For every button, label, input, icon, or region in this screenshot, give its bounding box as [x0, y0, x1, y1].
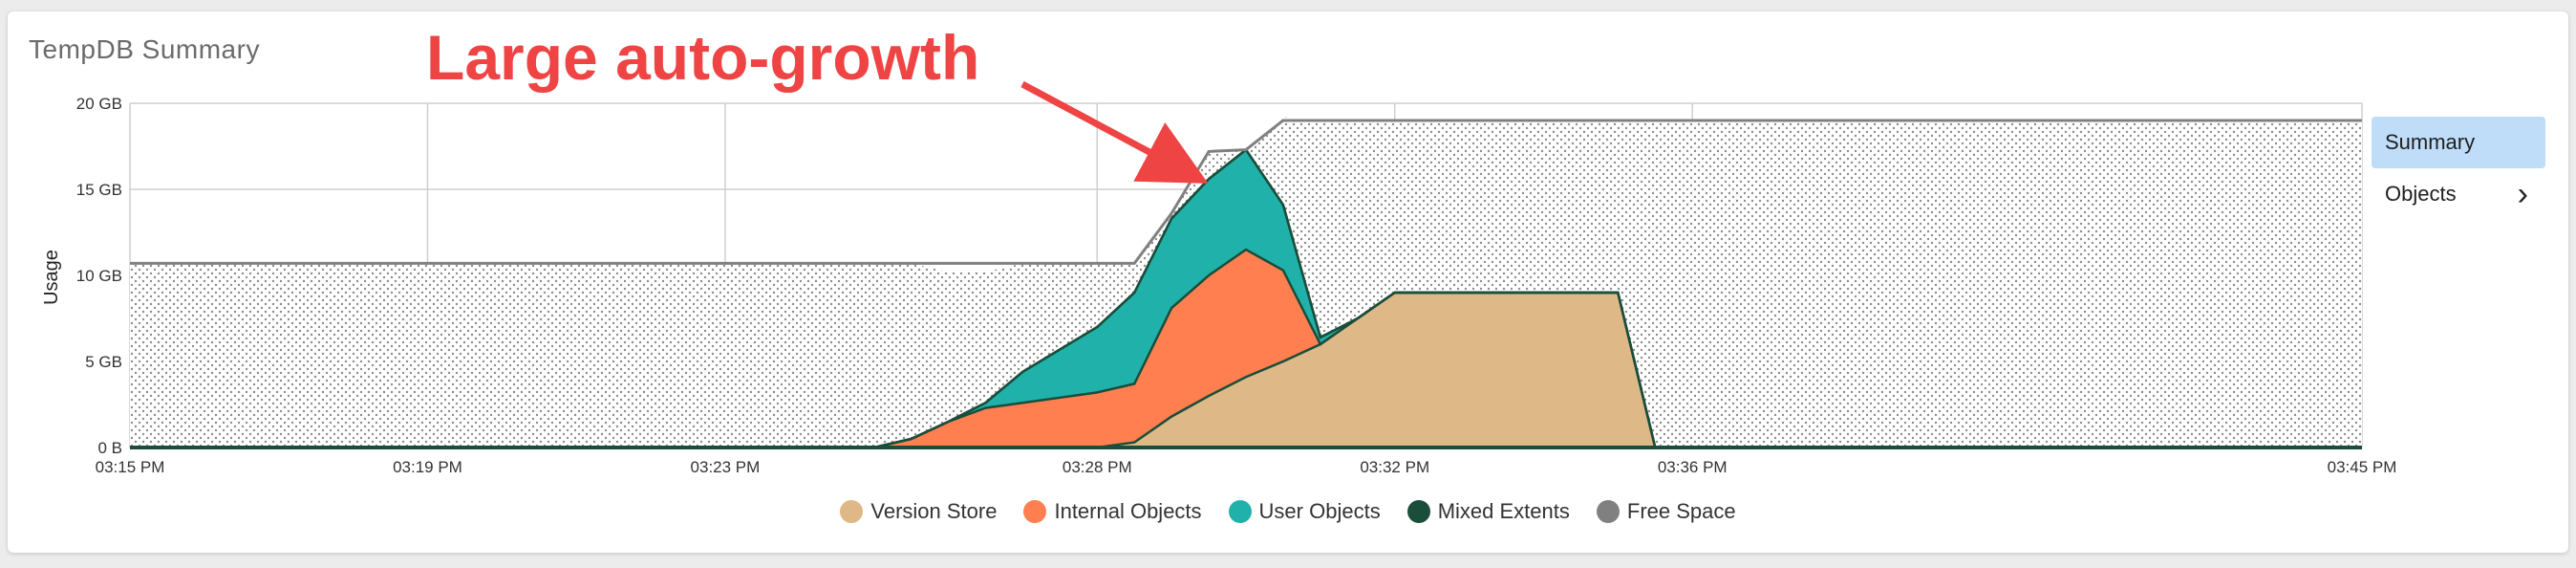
x-tick-label: 03:15 PM [96, 458, 165, 476]
nav-summary-label: Summary [2385, 130, 2476, 154]
legend-label: User Objects [1258, 499, 1381, 523]
legend-label: Mixed Extents [1437, 499, 1570, 523]
legend-label: Version Store [870, 499, 998, 523]
legend-swatch [1023, 500, 1047, 523]
legend-swatch [840, 500, 864, 523]
nav-summary[interactable]: Summary [2372, 117, 2545, 168]
card-title: TempDB Summary [29, 34, 260, 64]
x-tick-label: 03:28 PM [1063, 458, 1132, 476]
legend-item-mixed-extents[interactable]: Mixed Extents [1406, 499, 1570, 524]
annotation-label: Large auto-growth [426, 22, 980, 93]
y-axis-title: Usage [41, 250, 62, 305]
free-space-outline [130, 119, 2362, 265]
legend-swatch [1596, 500, 1620, 523]
area-internal-objects [130, 250, 2362, 448]
area-free-space [130, 117, 2362, 448]
side-nav: Summary Objects › [2372, 117, 2545, 220]
legend-item-internal-objects[interactable]: Internal Objects [1023, 499, 1202, 524]
x-tick-label: 03:45 PM [2328, 458, 2397, 476]
chart-legend: Version Store Internal Objects User Object… [0, 499, 2576, 524]
area-user-objects [130, 149, 2362, 448]
y-tick-label: 0 B [97, 439, 122, 457]
x-tick-label: 03:19 PM [393, 458, 462, 476]
y-tick-label: 5 GB [85, 353, 122, 371]
legend-label: Free Space [1626, 499, 1736, 523]
legend-item-user-objects[interactable]: User Objects [1228, 499, 1381, 524]
legend-item-free-space[interactable]: Free Space [1596, 499, 1736, 524]
y-tick-label: 10 GB [76, 267, 122, 285]
legend-label: Internal Objects [1054, 499, 1202, 523]
y-tick-label: 20 GB [76, 95, 122, 113]
y-tick-label: 15 GB [76, 181, 122, 199]
nav-objects[interactable]: Objects › [2372, 168, 2545, 220]
annotation-arrow [1020, 80, 1209, 184]
x-tick-label: 03:32 PM [1360, 458, 1429, 476]
legend-swatch [1406, 500, 1430, 523]
nav-objects-label: Objects [2385, 182, 2457, 206]
x-tick-label: 03:36 PM [1658, 458, 1728, 476]
legend-item-version-store[interactable]: Version Store [840, 499, 997, 524]
chevron-right-icon: › [2517, 176, 2528, 212]
legend-swatch [1228, 500, 1252, 523]
x-tick-label: 03:23 PM [691, 458, 761, 476]
area-version-store [130, 293, 2362, 448]
